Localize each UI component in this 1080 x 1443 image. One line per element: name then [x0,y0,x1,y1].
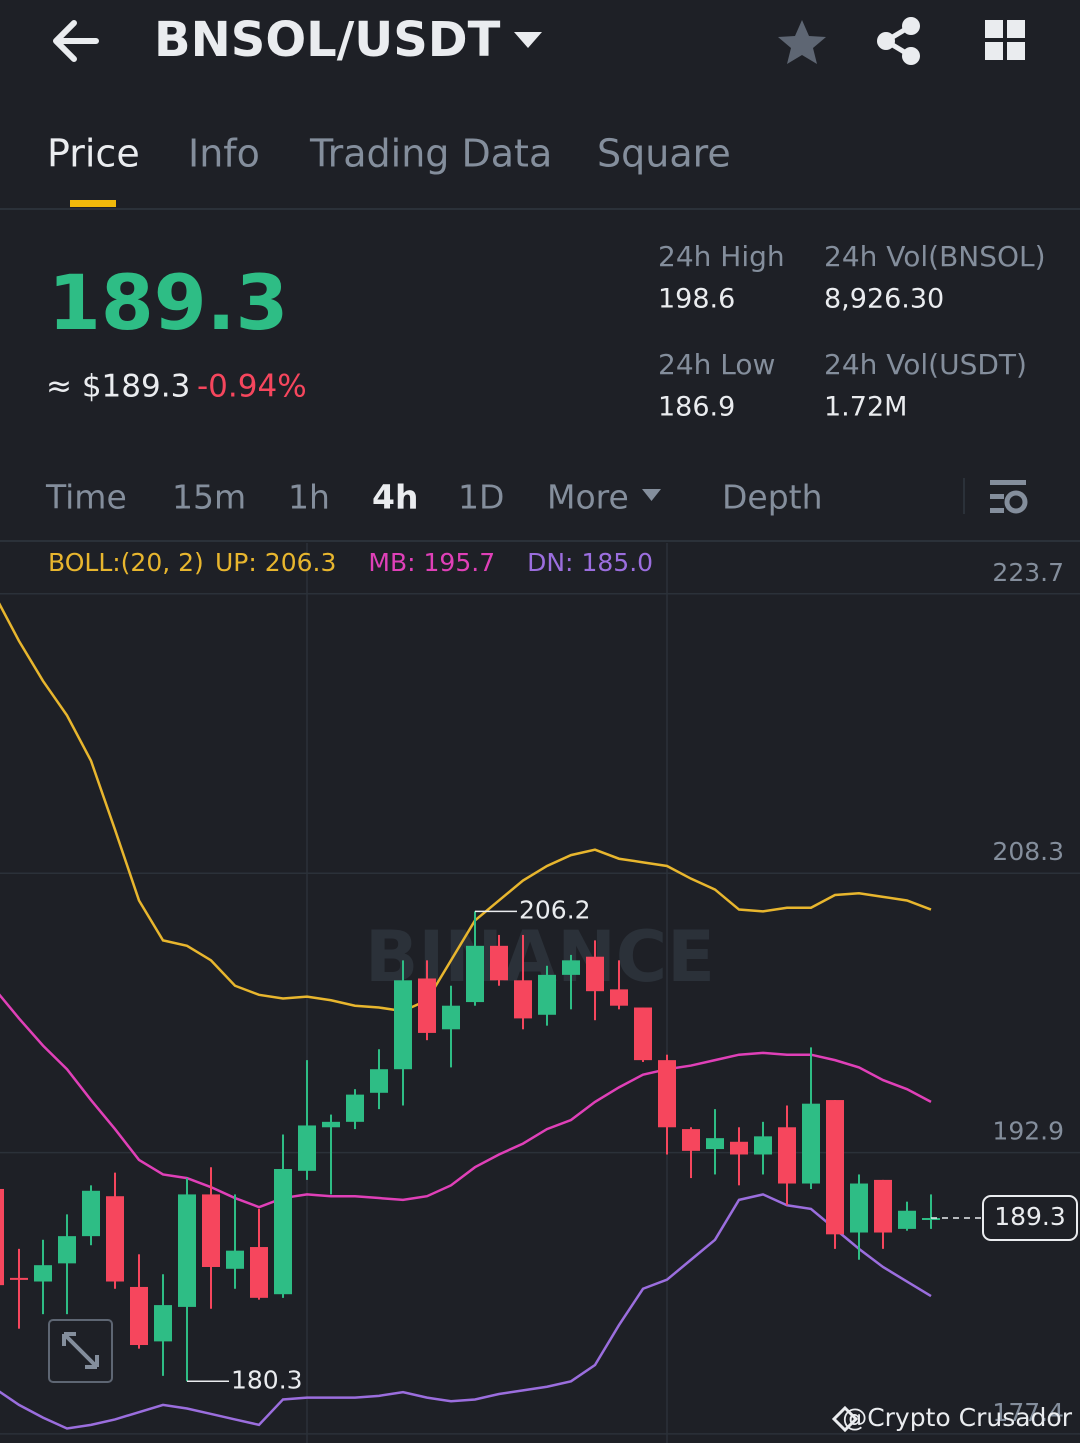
low-label: 180.3 [231,1365,303,1394]
interval[interactable]: 1h [288,478,330,517]
price-tag [982,1195,1078,1241]
tab[interactable]: Trading Data [309,132,552,176]
legend-value: 195.7 [424,548,496,577]
tab[interactable]: Price [47,132,140,176]
band-line [0,602,932,1013]
stat-value: 186.9 [658,392,735,423]
tab-indicator [70,200,116,207]
share-icon[interactable] [877,17,920,65]
back-button[interactable] [53,20,99,62]
legend-name: DN: [527,548,573,577]
expand-button[interactable] [48,1319,113,1383]
candle-body [274,1169,292,1295]
candle-body [154,1305,172,1342]
stat-value: 8,926.30 [824,284,944,315]
price-tag-label: 189.3 [994,1202,1066,1231]
candle-body [466,945,484,1003]
candle-body [322,1121,340,1128]
candle-body [226,1250,244,1269]
pair-dropdown[interactable] [514,32,542,48]
candle-body [442,1005,460,1030]
y-tick-label: 177.4 [992,1398,1064,1427]
candle-body [82,1190,100,1237]
candle-body [514,980,532,1019]
interval[interactable]: More [547,478,629,517]
tab[interactable]: Info [188,132,260,176]
candle-body [538,974,556,1015]
candle-body [610,989,628,1006]
legend-value: 185.0 [581,548,653,577]
candle-body [58,1236,76,1264]
stat-label: 24h Vol(BNSOL) [824,240,1046,273]
candle-body [730,1141,748,1155]
legend-name: MB: [368,548,415,577]
divider [0,540,1080,542]
interval[interactable]: Time [45,478,127,517]
legend-value: 206.3 [265,548,337,577]
interval[interactable]: 1D [458,478,504,517]
y-tick-label: 208.3 [992,837,1064,866]
candle-body [850,1183,868,1233]
interval[interactable]: 4h [372,478,418,517]
candle-body [394,980,412,1070]
stat-label: 24h High [658,240,785,273]
candle-body [562,960,580,975]
band-line [0,993,932,1209]
candle-body [298,1125,316,1171]
last-price: 189.3 [48,258,288,347]
stat-label: 24h Low [658,348,775,381]
indicator-label: BOLL:(20, 2) [48,548,204,577]
interval[interactable]: Depth [722,478,823,517]
stat-value: 1.72M [824,392,907,423]
candle-body [10,1277,28,1280]
band-line [0,1193,932,1430]
y-tick-label: 192.9 [992,1117,1064,1146]
stat-label: 24h Vol(USDT) [824,348,1027,381]
candle-body [898,1210,916,1229]
candlestick-chart: 177.4 192.9 208.3 223.7 206.2 180.3 189.3 [0,558,1080,1435]
pair-title[interactable]: BNSOL/USDT [154,12,501,68]
y-tick-label: 223.7 [992,558,1064,587]
candle-body [346,1094,364,1122]
candle-body [658,1060,676,1128]
candle-body [634,1007,652,1061]
grid-icon[interactable] [985,20,1025,60]
candle-body [0,1188,4,1286]
chart-settings-icon[interactable] [990,480,1028,514]
candle-body [202,1194,220,1267]
candle-body [682,1129,700,1151]
candle-body [754,1136,772,1155]
candle-body [778,1127,796,1184]
legend-name: UP: [215,548,257,577]
candle-body [874,1179,892,1233]
candle-body [178,1194,196,1307]
candle-body [706,1138,724,1150]
candle-body [802,1103,820,1184]
divider [963,478,965,514]
candle-body [586,956,604,992]
tab[interactable]: Square [597,132,731,176]
usd-price: ≈ $189.3 [46,369,190,405]
stat-value: 198.6 [658,284,735,315]
high-label: 206.2 [519,895,591,924]
more-dropdown[interactable] [642,489,661,501]
credit: @Crypto Crusador [842,1403,1073,1432]
credit-icon [831,1405,859,1433]
candle-body [490,945,508,981]
candle-body [106,1196,124,1282]
interval[interactable]: 15m [172,478,246,517]
candle-body [826,1100,844,1235]
candle-body [370,1069,388,1093]
candle-body [130,1286,148,1346]
favorite-icon[interactable] [778,20,826,64]
candle-body [922,1218,940,1220]
candle-body [34,1265,52,1282]
divider [0,208,1080,210]
legend: UP: 206.3 MB: 195.7 DN: 185.0 [215,548,653,577]
candle-body [250,1247,268,1298]
price-change: -0.94% [197,369,307,405]
candle-body [418,978,436,1033]
